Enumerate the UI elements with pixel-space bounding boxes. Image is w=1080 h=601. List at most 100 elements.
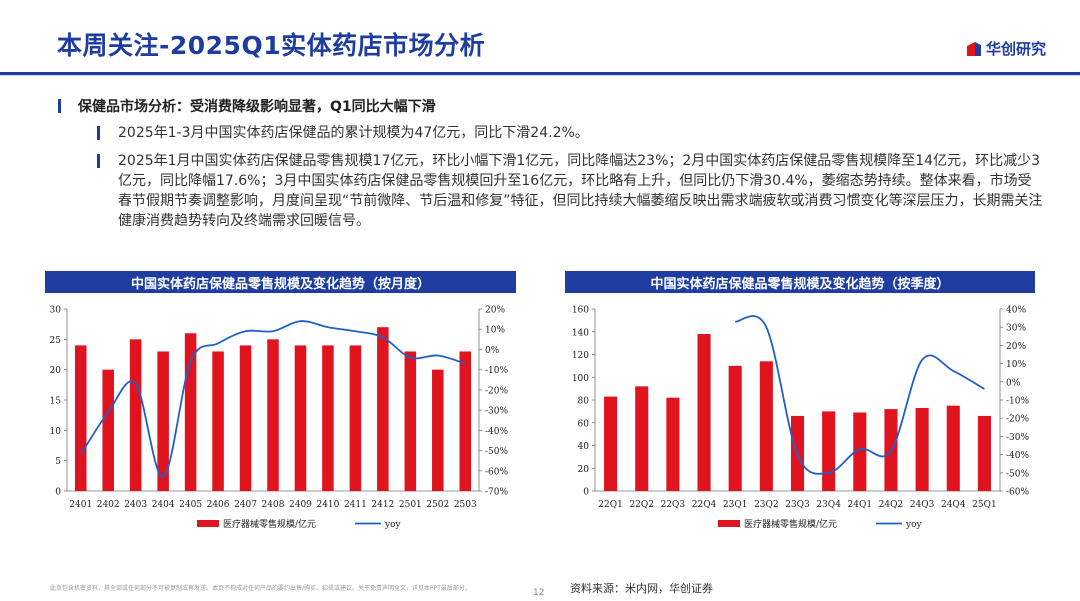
y-left-tick-label: 100	[572, 374, 589, 384]
y-right-tick-label: 10%	[485, 326, 505, 336]
x-tick-label: 2412	[371, 500, 394, 510]
bar	[377, 327, 389, 491]
x-tick-label: 23Q2	[754, 500, 779, 510]
data-source: 资料来源：米内网，华创证券	[570, 582, 713, 595]
bar	[404, 351, 417, 491]
y-left-tick-label: 40	[578, 442, 590, 452]
y-left-tick-label: 30	[50, 306, 62, 316]
bar	[604, 396, 618, 491]
x-tick-label: 23Q4	[816, 500, 841, 510]
bar	[102, 369, 114, 491]
y-left-tick-label: 60	[578, 419, 590, 429]
bar	[946, 405, 960, 491]
y-left-tick-label: 140	[572, 328, 589, 338]
y-right-tick-label: 10%	[1006, 360, 1026, 370]
y-right-tick-label: 30%	[1006, 324, 1026, 334]
x-tick-label: 24Q1	[848, 500, 873, 510]
x-tick-label: 2503	[454, 500, 477, 510]
legend-line-label: yoy	[905, 520, 923, 530]
bar	[728, 365, 742, 491]
y-right-tick-label: -20%	[485, 386, 508, 396]
monthly-chart: 0 5 10 15 20 25 30 20% 10% 0% -10% -20% -30% -40% -50%…	[50, 306, 509, 531]
point-marker	[97, 126, 100, 140]
brand-mark-icon	[966, 41, 981, 56]
x-tick-label: 2401	[69, 500, 92, 510]
y-right-tick-label: -60%	[1006, 488, 1029, 498]
y-left-tick-label: 80	[578, 397, 590, 407]
y-left-tick-label: 0	[583, 488, 589, 498]
y-right-tick-label: -60%	[485, 467, 508, 477]
quarterly-chart: 0 20 40 60 80 100 120 140 160 40% 30% 20% 10% 0% -10% -…	[572, 306, 1030, 531]
y-left-tick-label: 0	[55, 488, 61, 498]
x-tick-label: 24Q2	[879, 500, 904, 510]
bar	[915, 407, 929, 491]
y-left-tick-label: 20	[578, 465, 590, 475]
footer-disclaimer: 此页包含机密资料，其全部或任何部分不可被复制或再发送。本页不构成对任何产品的要约…	[50, 585, 471, 592]
brand-logo: 华创研究	[966, 38, 1046, 59]
x-tick-label: 22Q1	[598, 500, 623, 510]
quarterly-chart-title: 中国实体药店保健品零售规模及变化趋势（按季度）	[565, 271, 1035, 293]
yoy-line	[735, 315, 985, 475]
page-number: 12	[533, 588, 545, 598]
y-right-tick-label: -50%	[1006, 469, 1029, 479]
y-left-tick-label: 160	[572, 306, 589, 316]
bar	[635, 386, 649, 491]
y-right-tick-label: -20%	[1006, 415, 1029, 425]
monthly-chart-title: 中国实体药店保健品零售规模及变化趋势（按月度）	[45, 271, 516, 293]
y-left-tick-label: 20	[50, 366, 62, 376]
x-tick-label: 22Q4	[692, 500, 717, 510]
x-tick-label: 2405	[179, 500, 202, 510]
x-tick-label: 23Q1	[723, 500, 748, 510]
x-tick-label: 2404	[152, 500, 175, 510]
x-tick-label: 2407	[234, 500, 257, 510]
bar	[349, 345, 362, 491]
x-tick-label: 22Q3	[661, 500, 686, 510]
x-tick-label: 2403	[124, 500, 147, 510]
x-tick-label: 2402	[97, 500, 120, 510]
bar	[977, 415, 991, 491]
x-tick-label: 2409	[289, 500, 312, 510]
bar	[239, 345, 252, 491]
y-right-tick-label: -40%	[1006, 451, 1029, 461]
bar	[267, 339, 279, 491]
x-tick-label: 2501	[399, 500, 422, 510]
bar	[432, 369, 444, 491]
brand-name: 华创研究	[985, 40, 1046, 58]
bar	[822, 411, 836, 491]
y-right-tick-label: 0%	[1006, 378, 1021, 388]
x-tick-label: 2410	[316, 500, 339, 510]
y-left-tick-label: 120	[572, 351, 589, 361]
bar	[74, 345, 87, 491]
page-title: 本周关注-2025Q1实体药店市场分析	[57, 31, 486, 60]
y-left-tick-label: 15	[50, 397, 62, 407]
bar	[666, 397, 680, 491]
bar	[212, 351, 224, 491]
x-tick-label: 24Q3	[910, 500, 935, 510]
legend-line-label: yoy	[384, 520, 402, 530]
summary-point-2: 2025年1月中国实体药店保健品零售规模17亿元，环比小幅下滑1亿元，同比降幅达…	[118, 153, 1043, 229]
header-rule	[0, 72, 1080, 76]
bar	[294, 345, 307, 491]
legend-bar-label: 医疗器械零售规模/亿元	[223, 518, 316, 530]
x-tick-label: 22Q2	[629, 500, 654, 510]
x-tick-label: 2408	[262, 500, 285, 510]
bar	[129, 339, 142, 491]
x-tick-label: 2502	[426, 500, 449, 510]
yoy-line	[79, 320, 466, 478]
bar	[759, 361, 773, 491]
legend-bar-swatch	[197, 520, 219, 527]
x-tick-label: 23Q3	[785, 500, 810, 510]
x-tick-label: 25Q1	[972, 500, 997, 510]
y-right-tick-label: -10%	[1006, 397, 1029, 407]
point-marker	[97, 154, 100, 168]
heading-marker	[58, 99, 61, 113]
legend-bar-label: 医疗器械零售规模/亿元	[744, 518, 837, 530]
y-right-tick-label: -30%	[485, 407, 508, 417]
bar	[184, 333, 197, 491]
y-right-tick-label: -10%	[485, 366, 508, 376]
y-right-tick-label: -40%	[485, 427, 508, 437]
y-right-tick-label: -30%	[1006, 433, 1029, 443]
y-right-tick-label: 0%	[485, 346, 500, 356]
bar	[322, 345, 334, 491]
y-right-tick-label: -70%	[485, 488, 508, 498]
